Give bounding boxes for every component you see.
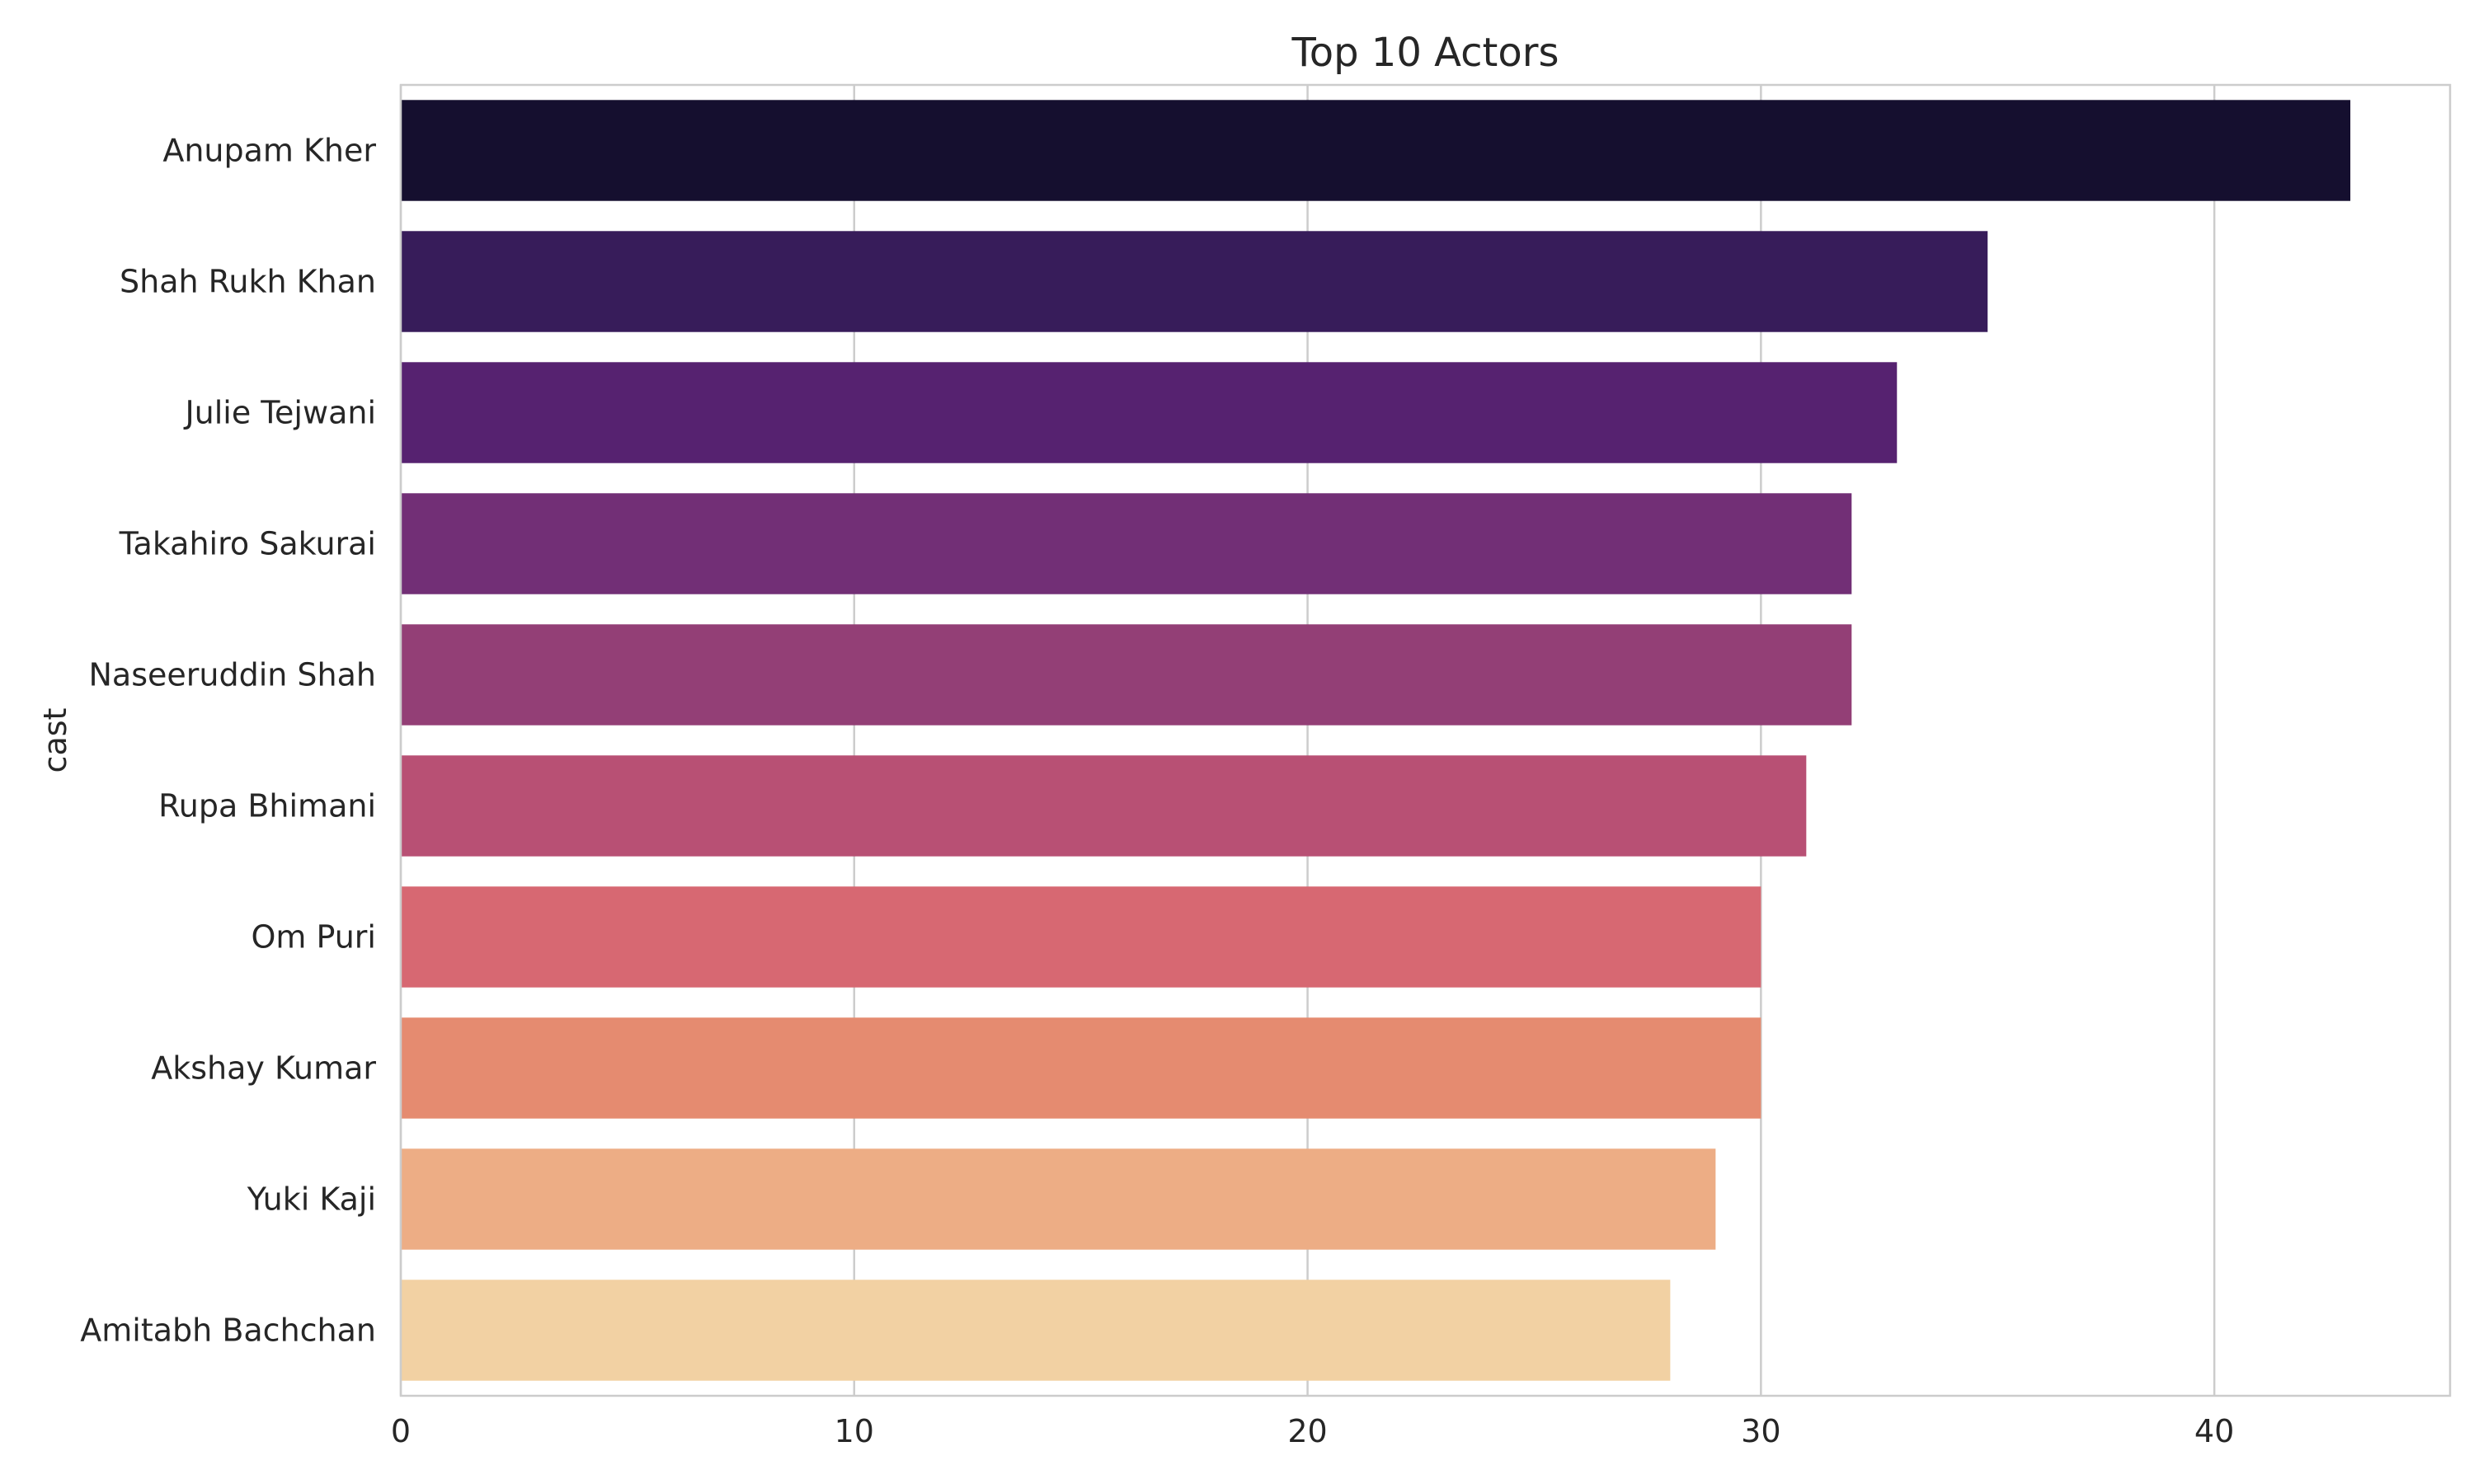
y-tick-label: Rupa Bhimani <box>158 788 376 824</box>
bar <box>401 886 1761 988</box>
y-tick-label: Om Puri <box>251 919 376 956</box>
bar <box>401 493 1852 594</box>
y-tick-label: Takahiro Sakurai <box>119 526 376 562</box>
y-tick-labels: Anupam Kher Shah Rukh Khan Julie Tejwani Ta… <box>80 133 376 1349</box>
chart-title: Top 10 Actors <box>1291 30 1559 76</box>
x-tick-label: 20 <box>1287 1413 1327 1449</box>
y-tick-label: Akshay Kumar <box>151 1050 376 1087</box>
y-axis-label: cast <box>37 708 73 773</box>
y-tick-label: Anupam Kher <box>162 133 376 169</box>
y-tick-label: Yuki Kaji <box>247 1181 376 1218</box>
x-tick-label: 0 <box>391 1413 411 1449</box>
bar <box>401 1280 1671 1381</box>
x-tick-labels: 0 10 20 30 40 <box>391 1413 2234 1449</box>
y-tick-label: Julie Tejwani <box>183 395 376 431</box>
bar <box>401 100 2351 201</box>
bar <box>401 362 1898 463</box>
x-tick-label: 30 <box>1741 1413 1780 1449</box>
y-tick-label: Shah Rukh Khan <box>120 264 376 300</box>
bar <box>401 1148 1716 1250</box>
y-tick-label: Amitabh Bachchan <box>80 1313 376 1349</box>
x-tick-label: 10 <box>835 1413 874 1449</box>
bars <box>401 100 2351 1381</box>
bar <box>401 755 1807 857</box>
bar <box>401 1017 1761 1119</box>
y-tick-label: Naseeruddin Shah <box>88 657 376 693</box>
x-tick-label: 40 <box>2194 1413 2234 1449</box>
bar <box>401 231 1988 332</box>
bar <box>401 624 1852 726</box>
plot-frame <box>399 83 2452 1397</box>
